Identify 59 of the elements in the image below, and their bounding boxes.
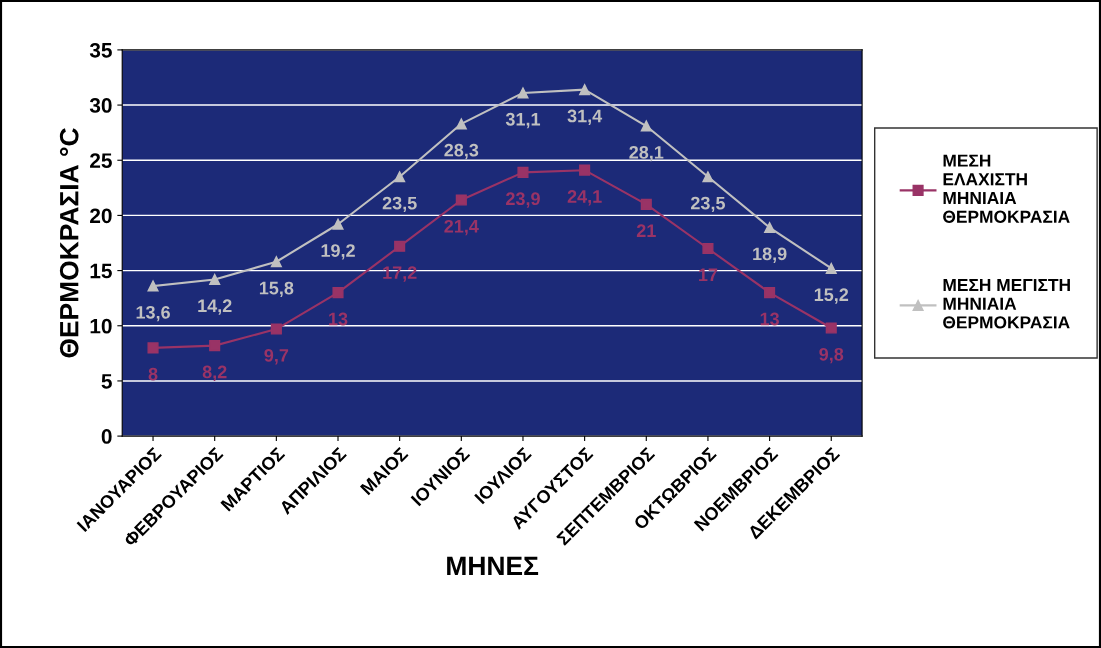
- data-label: 15,2: [814, 288, 849, 304]
- point: [579, 84, 591, 96]
- point: [332, 287, 344, 299]
- point: [394, 240, 406, 252]
- data-label: 24,1: [567, 190, 602, 206]
- legend-label: ΜΕΣΗ ΕΛΑΧΙΣΤΗ ΜΗΝΙΑΙΑ ΘΕΡΜΟΚΡΑΣΙΑ: [943, 154, 1070, 223]
- data-label: 8: [148, 367, 158, 381]
- data-label: 17: [699, 268, 718, 282]
- data-label: 9,8: [819, 347, 844, 364]
- legend-label: ΜΕΣΗ ΜΕΓΙΣΤΗ ΜΗΝΙΑΙΑ ΘΕΡΜΟΚΡΑΣΙΑ: [943, 279, 1070, 329]
- data-label: 18,9: [753, 247, 787, 263]
- y-tick-label: 0: [101, 429, 112, 444]
- y-tick-label: 20: [90, 208, 112, 224]
- point: [702, 171, 714, 183]
- point: [764, 287, 776, 299]
- point: [455, 118, 467, 130]
- data-label: 23,5: [691, 196, 726, 213]
- data-label: 31,1: [505, 112, 541, 129]
- y-axis-title: ΘΕΡΜΟΚΡΑΣΙΑ °C: [59, 128, 79, 358]
- data-label: 14,2: [198, 299, 232, 315]
- point: [517, 166, 529, 178]
- point: [455, 194, 467, 206]
- point: [270, 323, 282, 335]
- y-tick-label: 30: [89, 98, 112, 113]
- point: [209, 340, 221, 352]
- point: [332, 218, 344, 230]
- point: [825, 262, 837, 274]
- point: [579, 164, 591, 176]
- y-tick-label: 5: [101, 374, 112, 389]
- data-label: 13: [760, 312, 779, 326]
- y-tick-label: 15: [90, 263, 112, 279]
- data-label: 21,4: [444, 219, 479, 236]
- data-label: 28,3: [444, 143, 479, 160]
- data-label: 23,5: [382, 196, 417, 213]
- x-axis-title: ΜΗΝΕΣ: [447, 556, 539, 575]
- data-label: 31,4: [567, 109, 603, 125]
- data-label: 15,8: [259, 281, 294, 298]
- point: [394, 171, 406, 183]
- point: [640, 198, 652, 210]
- point: [209, 273, 221, 285]
- point: [517, 87, 529, 99]
- y-tick-label: 10: [90, 318, 112, 334]
- point: [147, 342, 159, 354]
- data-label: 13,6: [136, 305, 170, 322]
- point: [147, 280, 159, 292]
- point: [702, 242, 714, 255]
- point: [764, 221, 776, 234]
- data-label: 28,1: [629, 145, 664, 162]
- data-label: 23,9: [506, 192, 540, 208]
- point: [640, 120, 652, 132]
- point: [270, 256, 282, 268]
- point: [825, 322, 837, 334]
- y-tick-label: 25: [90, 153, 112, 168]
- data-label: 21: [636, 224, 656, 237]
- data-label: 9,7: [264, 348, 289, 365]
- y-tick-label: 35: [89, 42, 112, 58]
- data-label: 8,2: [202, 365, 227, 381]
- data-label: 13: [329, 312, 348, 326]
- data-label: 19,2: [321, 244, 355, 260]
